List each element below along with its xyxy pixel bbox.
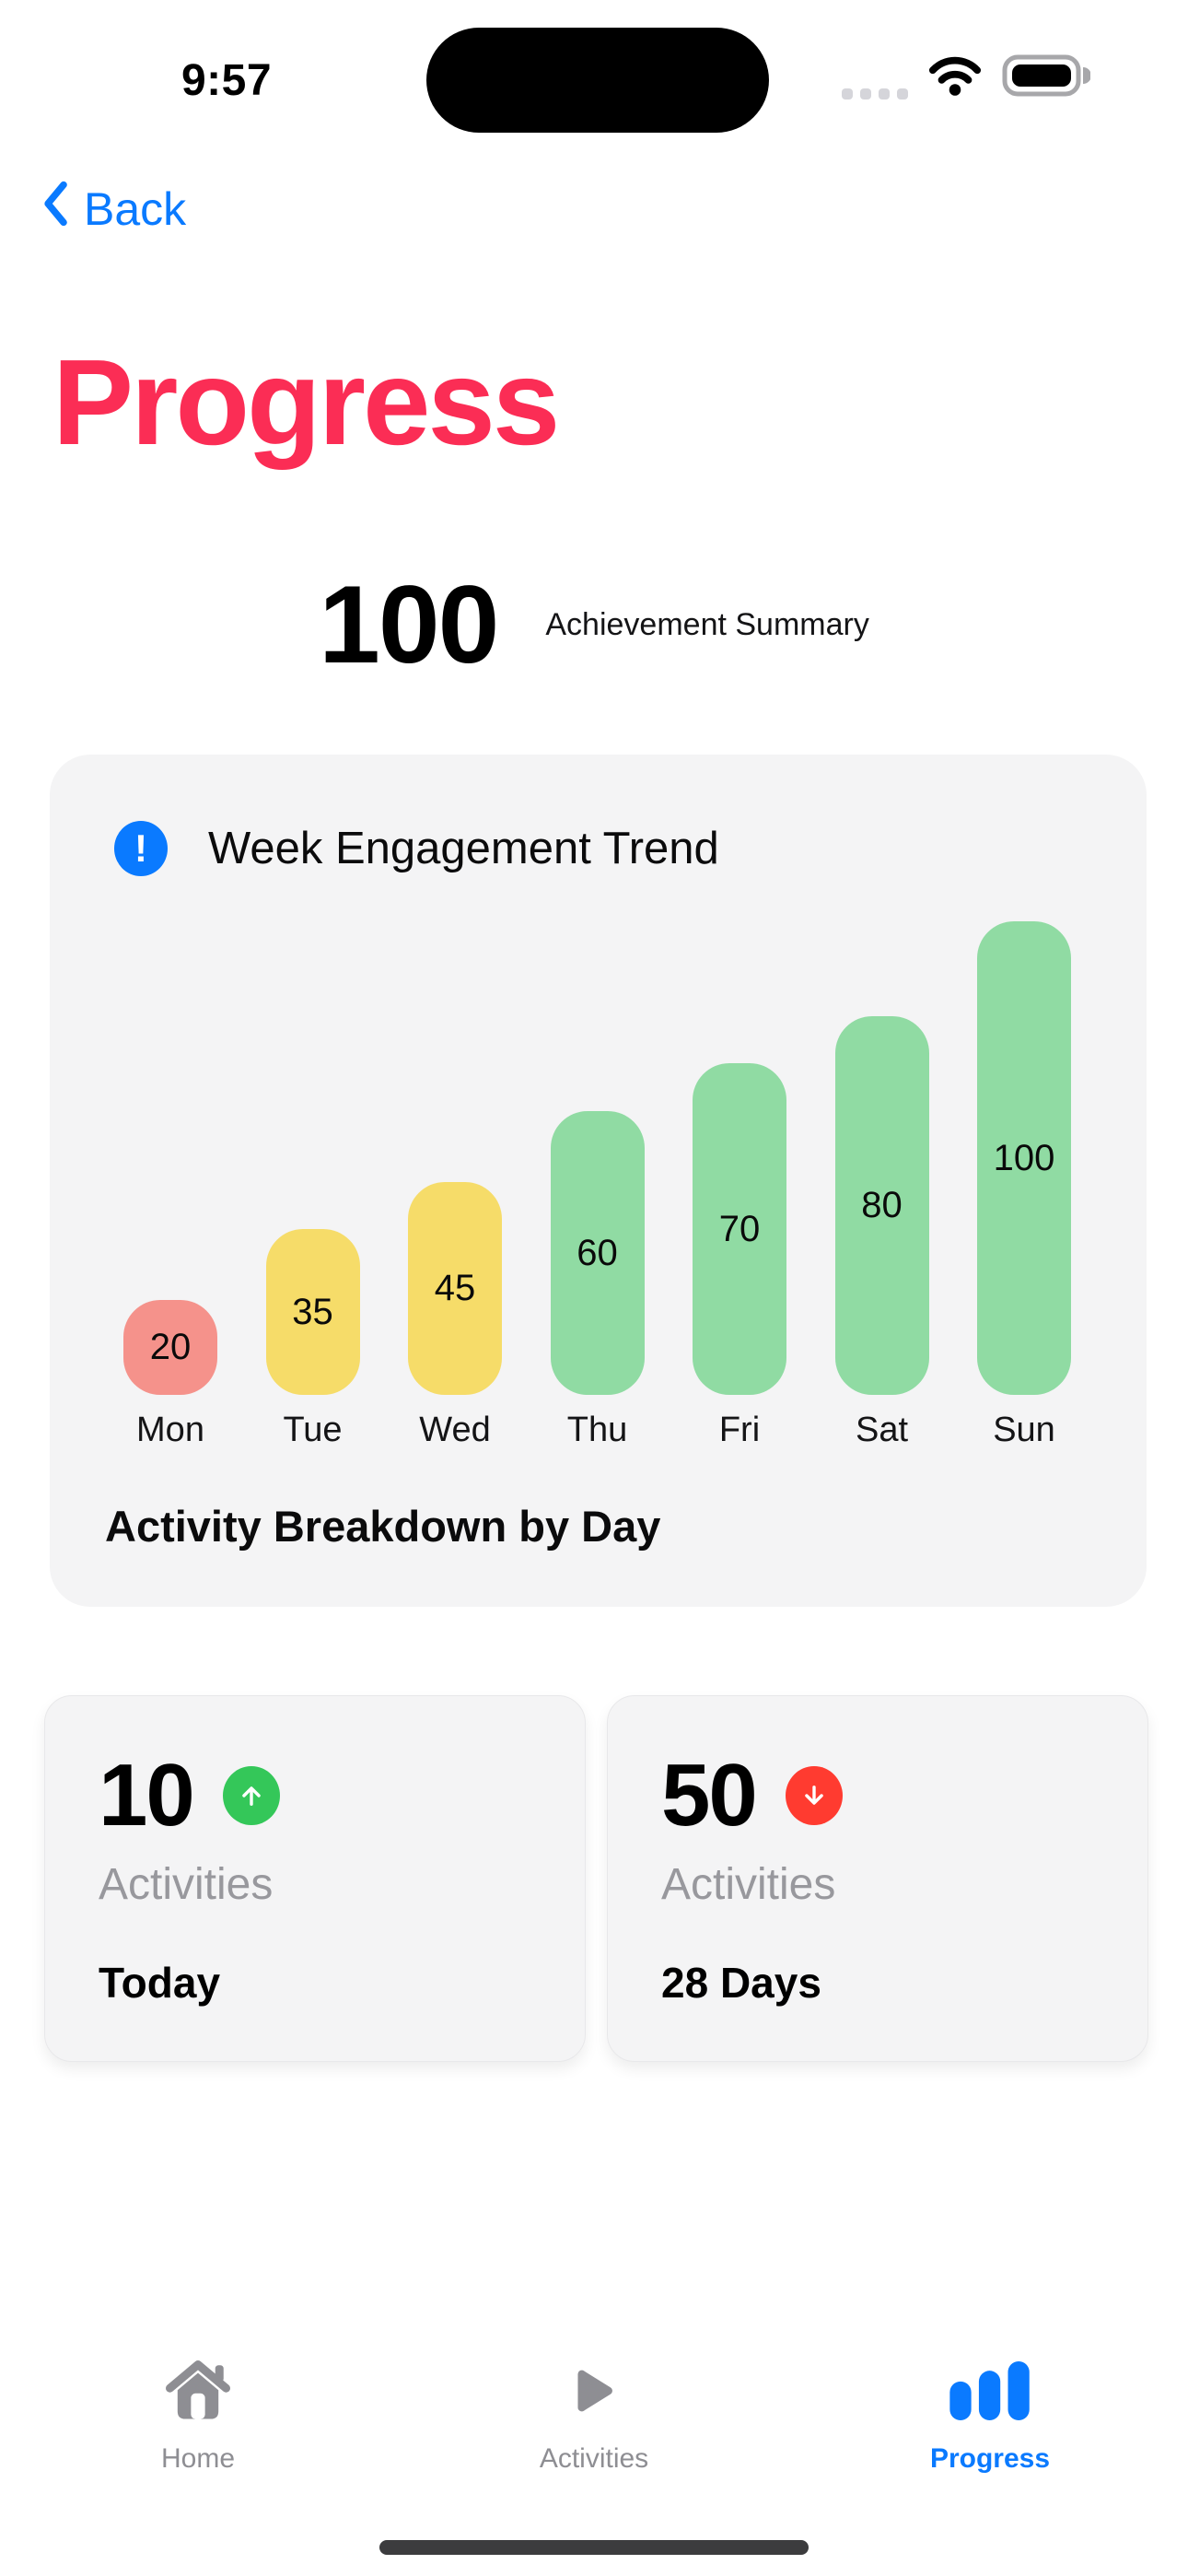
axis-label-thu: Thu bbox=[566, 1411, 628, 1449]
bar-value-label: 100 bbox=[993, 1137, 1055, 1178]
tab-bar: Home Activities Progress bbox=[0, 2351, 1188, 2473]
chart-title: Week Engagement Trend bbox=[208, 824, 719, 873]
tab-label: Home bbox=[160, 2443, 236, 2474]
stat-period: 28 Days bbox=[661, 1959, 821, 2008]
bar-fri: 70 bbox=[693, 1063, 786, 1395]
tab-item-activities[interactable]: Activities bbox=[396, 2351, 792, 2473]
stat-number-row: 10 bbox=[99, 1746, 531, 1844]
chart-header: ! Week Engagement Trend bbox=[114, 821, 719, 876]
stat-cards-row: 10 Activities Today 50 Activities bbox=[44, 1695, 1148, 2062]
tab-label: Activities bbox=[539, 2443, 649, 2474]
trend-up-icon bbox=[222, 1765, 280, 1825]
axis-label-fri: Fri bbox=[718, 1411, 761, 1449]
battery-icon bbox=[1002, 54, 1091, 101]
back-chevron-icon bbox=[41, 181, 69, 238]
bar-value-label: 80 bbox=[861, 1185, 903, 1225]
alert-info-icon[interactable]: ! bbox=[114, 821, 168, 876]
bar-value-label: 60 bbox=[577, 1232, 618, 1273]
bar-value-label: 70 bbox=[718, 1208, 761, 1249]
stat-card-28-days: 50 Activities 28 Days bbox=[607, 1695, 1148, 2062]
bar-sun: 100 bbox=[977, 921, 1071, 1395]
back-button[interactable]: Back bbox=[41, 181, 186, 238]
bar-chart: 20 35 45 60 70 80 100 bbox=[123, 921, 1071, 1395]
axis-label-sun: Sun bbox=[993, 1411, 1055, 1449]
bar-mon: 20 bbox=[123, 1300, 217, 1395]
bar-thu: 60 bbox=[550, 1111, 645, 1395]
home-icon bbox=[158, 2351, 238, 2430]
axis-label-sat: Sat bbox=[855, 1411, 909, 1449]
stat-period: Today bbox=[99, 1959, 221, 2008]
home-indicator[interactable] bbox=[379, 2540, 809, 2555]
status-icons bbox=[842, 54, 1091, 101]
day-labels: Mon Tue Wed Thu Fri Sat Sun bbox=[123, 1411, 1071, 1450]
stat-value: 50 bbox=[661, 1746, 758, 1844]
bar-wed: 45 bbox=[408, 1182, 502, 1395]
axis-label-mon: Mon bbox=[136, 1411, 204, 1449]
bar-tue: 35 bbox=[265, 1229, 360, 1395]
axis-label-tue: Tue bbox=[283, 1411, 343, 1449]
dynamic-island bbox=[426, 28, 769, 133]
chart-card: ! Week Engagement Trend 20 35 45 60 70 80 100 … bbox=[50, 755, 1147, 1607]
bar-value-label: 35 bbox=[292, 1291, 333, 1332]
stat-number-row: 50 bbox=[661, 1746, 1094, 1844]
cellular-signal-icon bbox=[842, 88, 908, 101]
tab-label: Progress bbox=[929, 2443, 1051, 2474]
bar-value-label: 45 bbox=[434, 1268, 476, 1308]
stat-value: 10 bbox=[99, 1746, 195, 1844]
bar-chart-icon bbox=[949, 2351, 1031, 2430]
back-label: Back bbox=[84, 183, 187, 235]
bar-sat: 80 bbox=[834, 1016, 929, 1395]
page-title: Progress bbox=[52, 334, 560, 470]
play-icon bbox=[567, 2351, 621, 2430]
wifi-icon bbox=[928, 56, 982, 101]
achievement-summary: 100 Achievement Summary bbox=[0, 560, 1188, 689]
bar-value-label: 20 bbox=[149, 1327, 192, 1367]
tab-item-progress[interactable]: Progress bbox=[792, 2351, 1188, 2473]
tab-item-home[interactable]: Home bbox=[0, 2351, 396, 2473]
stat-label: Activities bbox=[661, 1860, 836, 1910]
status-time: 9:57 bbox=[181, 56, 273, 105]
chart-caption: Activity Breakdown by Day bbox=[105, 1502, 661, 1551]
trend-down-icon bbox=[785, 1765, 843, 1825]
summary-value: 100 bbox=[319, 563, 499, 686]
summary-label: Achievement Summary bbox=[545, 606, 869, 642]
stat-card-today: 10 Activities Today bbox=[44, 1695, 586, 2062]
axis-label-wed: Wed bbox=[419, 1411, 491, 1449]
stat-label: Activities bbox=[99, 1860, 274, 1910]
